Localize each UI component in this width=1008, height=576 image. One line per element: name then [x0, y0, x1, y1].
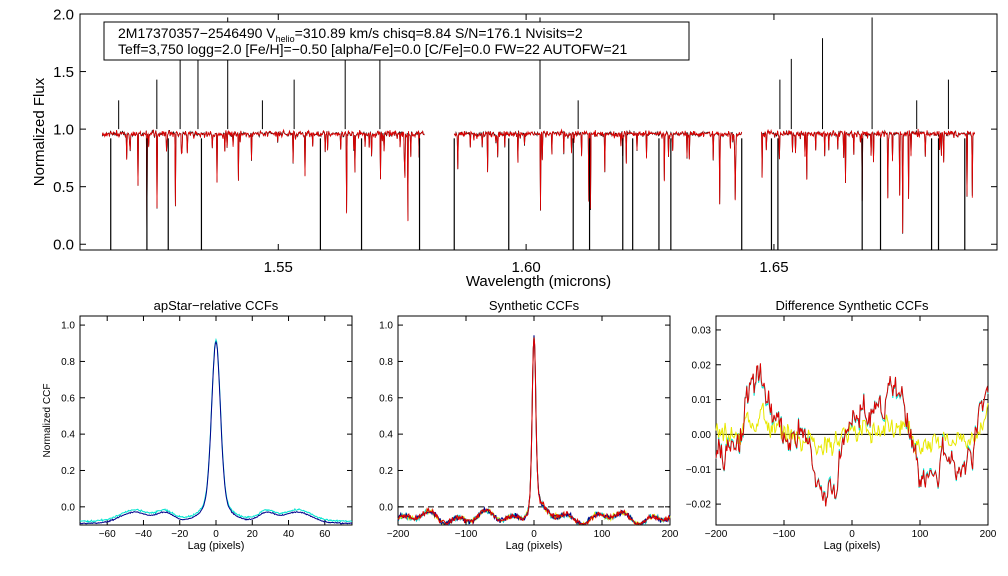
x-tick-label: −40: [135, 529, 152, 540]
synthetic-ccf-line-2: [397, 335, 671, 526]
y-tick-label: 0.8: [61, 357, 75, 368]
panel-title: Synthetic CCFs: [489, 298, 580, 313]
x-tick-label: 1.55: [264, 259, 293, 276]
x-tick-label: −200: [705, 529, 728, 540]
annotation-stats: =310.89 km/s chisq=8.84 S/N=176.1 Nvisit…: [295, 25, 583, 41]
y-tick-label: 1.0: [53, 121, 74, 138]
panel-title: Difference Synthetic CCFs: [776, 298, 929, 313]
x-tick-label: −100: [773, 529, 796, 540]
plot-frame: [79, 13, 998, 251]
annotation-star-id: 2M17370357−2546490 V: [118, 25, 276, 41]
x-tick-label: −100: [455, 529, 478, 540]
model-spectrum-line: [101, 128, 976, 234]
spectrum-panel: 1.55 1.60 1.65 0.0 0.5 1.0 1.5 2.0 Wavelength (m…: [31, 6, 998, 290]
x-tick-label: 0: [849, 529, 855, 540]
x-tick-label: 1.60: [512, 259, 541, 276]
difference-ccf-panel: −200 −100 0 100 200 −0.02 −0.01 0.00 0.01 0.02 0.0…: [686, 298, 997, 552]
annotation-line-2: Teff=3,750 logg=2.0 [Fe/H]=−0.50 [alpha/…: [118, 41, 627, 57]
synthetic-ccf-line-1: [397, 335, 671, 526]
plot-frame: [79, 315, 353, 526]
x-tick-label: 200: [662, 529, 679, 540]
y-tick-label: 2.0: [53, 6, 74, 23]
ccf-line-combined: [79, 340, 353, 525]
synthetic-ccf-panel: −200 −100 0 100 200 0.0 0.2 0.4 0.6 0.8 1.0 Synthet…: [379, 298, 679, 552]
y-tick-label: 0.03: [692, 325, 712, 336]
x-tick-label: −200: [387, 529, 410, 540]
x-tick-label: 0: [531, 529, 537, 540]
x-axis-label: Wavelength (microns): [466, 273, 611, 290]
x-tick-label: 200: [980, 529, 997, 540]
x-tick-label: 0: [213, 529, 219, 540]
y-tick-label: 0.5: [53, 179, 74, 196]
x-tick-label: −60: [99, 529, 116, 540]
x-axis-label: Lag (pixels): [824, 540, 881, 552]
y-tick-label: 0.02: [692, 360, 712, 371]
annotation-line-1: 2M17370357−2546490 Vhelio=310.89 km/s ch…: [118, 25, 583, 44]
y-tick-label: 1.0: [61, 321, 75, 332]
y-tick-label: 0.00: [692, 430, 712, 441]
y-tick-label: 0.8: [379, 357, 393, 368]
y-tick-label: 0.2: [61, 466, 75, 477]
y-tick-label: 0.4: [61, 430, 75, 441]
x-axis-label: Lag (pixels): [506, 540, 563, 552]
x-tick-label: 100: [912, 529, 929, 540]
annotation-subscript: helio: [276, 34, 295, 44]
y-tick-label: −0.01: [686, 465, 712, 476]
x-axis-label: Lag (pixels): [188, 540, 245, 552]
synthetic-ccf-line-0: [397, 335, 671, 526]
y-tick-label: 0.0: [53, 236, 74, 253]
x-tick-label: −20: [171, 529, 188, 540]
y-tick-label: 0.6: [61, 393, 75, 404]
difference-line-combined: [715, 363, 989, 507]
y-tick-label: 0.0: [379, 502, 393, 513]
y-tick-label: 0.6: [379, 393, 393, 404]
synthetic-ccf-line-3: [397, 337, 671, 526]
plot-frame: [397, 315, 671, 526]
y-tick-label: 0.01: [692, 395, 712, 406]
y-axis-label: Normalized Flux: [31, 77, 48, 186]
apstar-ccf-panel: −60 −40 −20 0 20 40 60 0.0 0.2 0.4 0.6 0.8 1.0 apStar…: [42, 298, 353, 552]
x-tick-label: 20: [247, 529, 259, 540]
x-tick-label: 1.65: [759, 259, 788, 276]
y-tick-label: 0.4: [379, 430, 393, 441]
y-axis-label: Normalized CCF: [42, 384, 53, 458]
annotation-box: [103, 21, 690, 61]
panel-title: apStar−relative CCFs: [154, 298, 279, 313]
y-tick-label: 0.0: [61, 502, 75, 513]
x-tick-label: 60: [319, 529, 331, 540]
x-tick-label: 100: [594, 529, 611, 540]
x-tick-label: 40: [283, 529, 295, 540]
difference-line-visit2: [715, 402, 989, 457]
y-tick-label: 1.0: [379, 321, 393, 332]
y-tick-label: −0.02: [686, 500, 712, 511]
ccf-line-visit1: [79, 337, 353, 524]
y-tick-label: 0.2: [379, 466, 393, 477]
y-tick-label: 1.5: [53, 64, 74, 81]
